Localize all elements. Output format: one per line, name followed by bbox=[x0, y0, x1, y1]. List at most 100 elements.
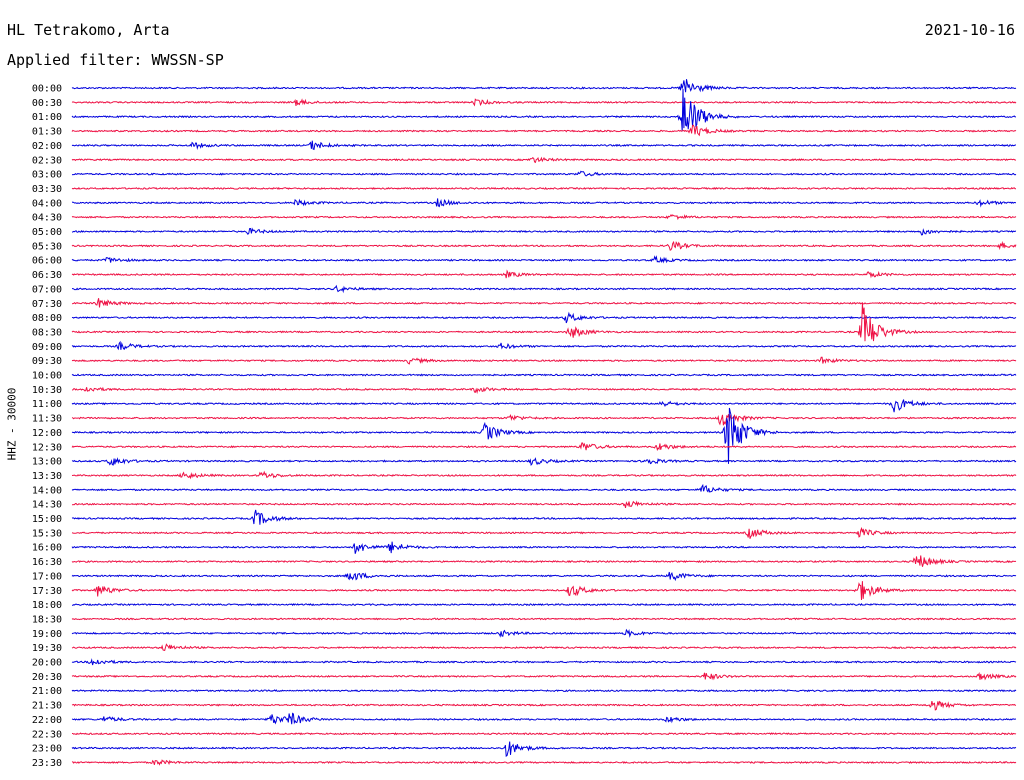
trace-row-1800 bbox=[72, 602, 1017, 607]
trace-row-1100 bbox=[71, 399, 1017, 413]
row-tick-label: 23:30 bbox=[32, 758, 62, 769]
trace-row-2030 bbox=[71, 672, 1017, 681]
trace-row-0730 bbox=[71, 298, 1017, 308]
trace-row-1500 bbox=[71, 509, 1017, 525]
row-tick-label: 07:30 bbox=[32, 299, 62, 310]
trace-row-0330 bbox=[71, 186, 1016, 190]
row-tick-label: 14:00 bbox=[32, 485, 62, 496]
row-tick-label: 10:30 bbox=[32, 385, 62, 396]
trace-row-0830 bbox=[71, 303, 1017, 342]
row-tick-label: 05:30 bbox=[32, 241, 62, 252]
row-tick-label: 11:30 bbox=[32, 414, 62, 425]
row-tick-label: 06:00 bbox=[32, 256, 62, 267]
row-tick-label: 01:30 bbox=[32, 127, 62, 138]
date-label: 2021-10-16 bbox=[924, 21, 1015, 39]
row-tick-label: 20:00 bbox=[32, 658, 62, 669]
trace-row-0130 bbox=[71, 124, 1017, 137]
trace-row-0400 bbox=[71, 198, 1017, 208]
trace-row-0230 bbox=[71, 156, 1017, 164]
trace-row-1030 bbox=[71, 386, 1016, 395]
row-tick-label: 21:30 bbox=[32, 701, 62, 712]
row-tick-label: 00:30 bbox=[32, 98, 62, 109]
trace-row-1230 bbox=[71, 442, 1017, 452]
trace-row-0030 bbox=[71, 98, 1017, 107]
row-tick-label: 22:00 bbox=[32, 715, 62, 726]
trace-row-1600 bbox=[71, 541, 1017, 554]
row-tick-label: 22:30 bbox=[32, 729, 62, 740]
row-tick-label: 16:00 bbox=[32, 543, 62, 554]
trace-row-1200 bbox=[71, 407, 1017, 464]
trace-row-0600 bbox=[71, 255, 1017, 264]
trace-row-2200 bbox=[71, 712, 1017, 725]
row-tick-label: 08:30 bbox=[32, 327, 62, 338]
trace-row-2130 bbox=[71, 700, 1016, 711]
trace-row-0900 bbox=[71, 340, 1017, 351]
trace-row-2100 bbox=[71, 689, 1017, 693]
trace-row-2000 bbox=[71, 658, 1017, 666]
trace-row-1900 bbox=[71, 628, 1017, 638]
row-tick-label: 19:30 bbox=[32, 643, 62, 654]
trace-group bbox=[71, 79, 1017, 766]
trace-row-1430 bbox=[71, 500, 1017, 509]
trace-row-2300 bbox=[71, 741, 1017, 757]
row-tick-label: 14:30 bbox=[32, 500, 62, 511]
row-tick-label: 04:30 bbox=[32, 213, 62, 224]
row-tick-label: 21:00 bbox=[32, 686, 62, 697]
trace-row-1400 bbox=[71, 483, 1017, 493]
trace-row-0100 bbox=[71, 88, 1016, 132]
row-tick-label: 18:00 bbox=[32, 600, 62, 611]
row-tick-label: 23:00 bbox=[32, 744, 62, 755]
filter-label: Applied filter: WWSSN-SP bbox=[7, 51, 224, 69]
row-tick-label: 19:00 bbox=[32, 629, 62, 640]
row-tick-label: 17:30 bbox=[32, 586, 62, 597]
trace-row-0300 bbox=[71, 170, 1017, 177]
trace-row-0800 bbox=[71, 311, 1017, 324]
row-tick-label: 06:30 bbox=[32, 270, 62, 281]
row-tick-label: 13:30 bbox=[32, 471, 62, 482]
trace-row-1300 bbox=[71, 457, 1017, 467]
trace-row-0500 bbox=[71, 227, 1017, 236]
trace-row-0700 bbox=[72, 284, 1017, 294]
trace-row-0200 bbox=[71, 140, 1016, 151]
trace-row-0630 bbox=[71, 269, 1017, 279]
trace-row-1630 bbox=[71, 555, 1017, 567]
row-tick-label: 12:00 bbox=[32, 428, 62, 439]
trace-row-0530 bbox=[71, 240, 1017, 251]
trace-row-1000 bbox=[71, 373, 1017, 377]
row-tick-label: 08:00 bbox=[32, 313, 62, 324]
trace-row-1530 bbox=[71, 526, 1017, 539]
row-tick-label: 13:00 bbox=[32, 457, 62, 468]
row-tick-label: 12:30 bbox=[32, 442, 62, 453]
row-tick-label: 03:30 bbox=[32, 184, 62, 195]
trace-row-1930 bbox=[71, 643, 1017, 651]
row-tick-label: 11:00 bbox=[32, 399, 62, 410]
row-tick-label: 04:00 bbox=[32, 198, 62, 209]
row-tick-label: 01:00 bbox=[32, 112, 62, 123]
trace-row-1330 bbox=[71, 470, 1017, 480]
station-title: HL Tetrakomo, Arta bbox=[7, 21, 170, 39]
row-tick-label: 17:00 bbox=[32, 571, 62, 582]
trace-row-0000 bbox=[71, 79, 1017, 93]
row-tick-label: 10:00 bbox=[32, 371, 62, 382]
row-tick-label: 18:30 bbox=[32, 614, 62, 625]
trace-row-1700 bbox=[71, 571, 1017, 582]
row-tick-label: 20:30 bbox=[32, 672, 62, 683]
row-tick-label: 05:00 bbox=[32, 227, 62, 238]
row-tick-label: 00:00 bbox=[32, 84, 62, 95]
trace-row-2330 bbox=[71, 759, 1017, 766]
row-tick-label: 15:30 bbox=[32, 528, 62, 539]
row-tick-label: 02:30 bbox=[32, 155, 62, 166]
row-tick-label: 16:30 bbox=[32, 557, 62, 568]
row-tick-label: 02:00 bbox=[32, 141, 62, 152]
row-tick-label: 09:00 bbox=[32, 342, 62, 353]
trace-row-0930 bbox=[71, 356, 1017, 365]
trace-row-1730 bbox=[71, 581, 1017, 601]
trace-row-2230 bbox=[72, 732, 1017, 736]
trace-row-1830 bbox=[71, 617, 1017, 621]
trace-row-0430 bbox=[71, 214, 1017, 221]
row-tick-label: 15:00 bbox=[32, 514, 62, 525]
tick-label-group: 00:00 00:30 01:00 01:30 02:00 02:30 03:00 03:30… bbox=[32, 84, 62, 769]
row-tick-label: 07:00 bbox=[32, 284, 62, 295]
row-tick-label: 09:30 bbox=[32, 356, 62, 367]
